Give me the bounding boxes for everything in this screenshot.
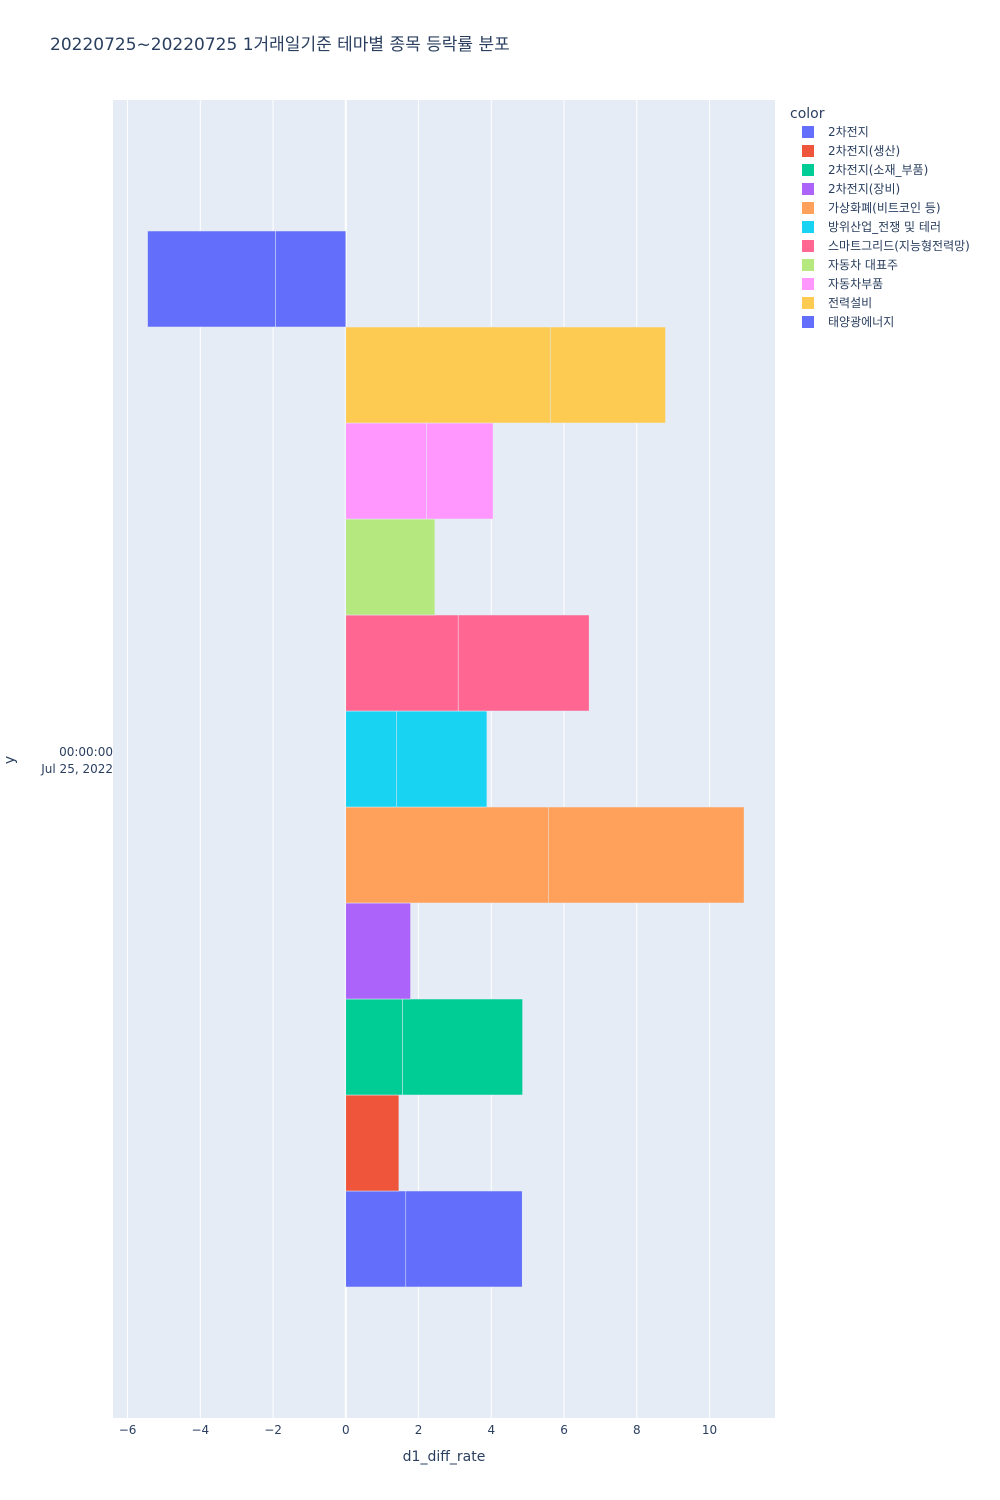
legend-swatch[interactable] <box>802 202 814 214</box>
y-tick-label-time: 00:00:00 <box>59 745 113 759</box>
legend-label[interactable]: 2차전지(생산) <box>828 144 900 158</box>
bar-segment[interactable] <box>549 326 666 424</box>
x-tick-label: −2 <box>264 1423 282 1437</box>
bar-segment[interactable] <box>345 1190 407 1288</box>
legend-label[interactable]: 자동차 대표주 <box>828 258 898 272</box>
bars <box>147 230 745 1288</box>
legend-label[interactable]: 가상화폐(비트코인 등) <box>828 201 941 215</box>
bar-segment[interactable] <box>405 1190 523 1288</box>
legend-swatch[interactable] <box>802 316 814 328</box>
bar-segment[interactable] <box>345 710 397 808</box>
legend-swatch[interactable] <box>802 126 814 138</box>
x-tick-label: −4 <box>191 1423 209 1437</box>
bar-segment[interactable] <box>345 518 436 616</box>
x-tick-label: 6 <box>560 1423 568 1437</box>
bar-segment[interactable] <box>345 422 427 520</box>
x-axis-title: d1_diff_rate <box>403 1449 486 1465</box>
x-tick-label: −6 <box>119 1423 137 1437</box>
legend-swatch[interactable] <box>802 183 814 195</box>
bar-segment[interactable] <box>548 806 745 904</box>
legend-swatch[interactable] <box>802 221 814 233</box>
bar-segment[interactable] <box>345 998 403 1096</box>
legend-swatch[interactable] <box>802 145 814 157</box>
legend-label[interactable]: 2차전지 <box>828 125 869 139</box>
bar-segment[interactable] <box>426 422 494 520</box>
y-tick-label-date: Jul 25, 2022 <box>40 762 113 776</box>
bar-segment[interactable] <box>396 710 488 808</box>
legend-swatch[interactable] <box>802 240 814 252</box>
x-tick-label: 8 <box>633 1423 641 1437</box>
legend-swatch[interactable] <box>802 259 814 271</box>
x-tick-label: 10 <box>702 1423 717 1437</box>
legend-label[interactable]: 방위산업_전쟁 및 테러 <box>828 220 941 234</box>
bar-segment[interactable] <box>345 806 550 904</box>
x-tick-label: 4 <box>487 1423 495 1437</box>
legend-title: color <box>790 106 825 122</box>
legend-label[interactable]: 2차전지(소재_부품) <box>828 163 928 177</box>
legend-label[interactable]: 자동차부품 <box>828 277 883 291</box>
legend-swatch[interactable] <box>802 278 814 290</box>
bar-segment[interactable] <box>345 902 411 1000</box>
bar-segment[interactable] <box>402 998 523 1096</box>
y-axis-title: y <box>2 756 18 764</box>
legend[interactable]: 2차전지 2차전지(생산) 2차전지(소재_부품) 2차전지(장비) 가상화폐(비트코인… <box>802 125 970 329</box>
legend-swatch[interactable] <box>802 164 814 176</box>
x-axis-ticks: −6 −4 −2 0 2 4 6 8 10 <box>119 1423 717 1437</box>
bar-segment[interactable] <box>457 614 590 712</box>
legend-label[interactable]: 태양광에너지 <box>828 315 894 329</box>
legend-swatch[interactable] <box>802 297 814 309</box>
bar-segment[interactable] <box>345 1094 400 1192</box>
bar-segment[interactable] <box>147 230 276 328</box>
bar-segment[interactable] <box>345 326 551 424</box>
x-tick-label: 0 <box>342 1423 350 1437</box>
legend-label[interactable]: 스마트그리드(지능형전력망) <box>828 239 970 253</box>
x-tick-label: 2 <box>415 1423 423 1437</box>
chart-title: 20220725~20220725 1거래일기준 테마별 종목 등락률 분포 <box>50 35 510 55</box>
bar-segment[interactable] <box>345 614 459 712</box>
legend-label[interactable]: 전력설비 <box>828 296 872 310</box>
legend-label[interactable]: 2차전지(장비) <box>828 182 900 196</box>
bar-segment[interactable] <box>275 230 347 328</box>
